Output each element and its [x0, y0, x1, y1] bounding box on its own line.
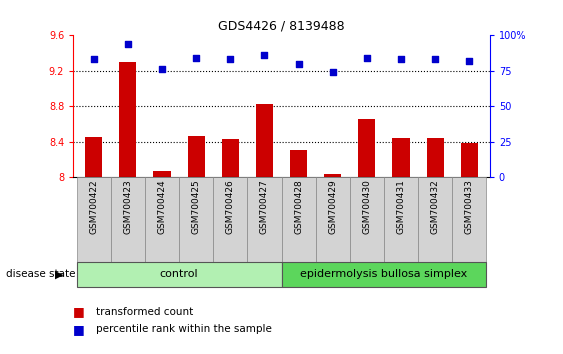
Bar	[350, 177, 384, 262]
Bar	[290, 149, 307, 177]
Bar	[452, 177, 486, 262]
Point	[226, 57, 235, 62]
Text: GSM700432: GSM700432	[431, 179, 440, 234]
Text: GSM700425: GSM700425	[191, 179, 200, 234]
Bar	[85, 137, 102, 177]
Bar	[154, 171, 171, 177]
Bar	[358, 119, 376, 177]
Point	[431, 57, 440, 62]
Point	[465, 58, 474, 64]
Bar	[282, 177, 316, 262]
Bar	[145, 177, 179, 262]
Bar	[256, 104, 273, 177]
Bar	[384, 177, 418, 262]
Point	[158, 67, 167, 72]
Text: percentile rank within the sample: percentile rank within the sample	[96, 324, 271, 334]
Point	[363, 55, 372, 61]
Bar	[213, 177, 247, 262]
Point	[123, 41, 132, 47]
Text: GSM700429: GSM700429	[328, 179, 337, 234]
Bar	[111, 177, 145, 262]
Text: control: control	[160, 269, 198, 279]
Bar	[247, 177, 282, 262]
Text: ■: ■	[73, 305, 89, 318]
Point	[396, 57, 405, 62]
Bar	[461, 143, 478, 177]
Text: ▶: ▶	[55, 269, 64, 279]
Point	[260, 52, 269, 58]
Text: disease state: disease state	[6, 269, 75, 279]
Text: ■: ■	[73, 323, 89, 336]
Text: GSM700422: GSM700422	[89, 179, 98, 234]
Text: GSM700423: GSM700423	[123, 179, 132, 234]
Bar	[179, 177, 213, 262]
Text: epidermolysis bullosa simplex: epidermolysis bullosa simplex	[300, 269, 468, 279]
Bar	[77, 177, 111, 262]
Text: GSM700433: GSM700433	[465, 179, 474, 234]
Bar	[324, 175, 341, 177]
Text: GSM700427: GSM700427	[260, 179, 269, 234]
Point	[89, 57, 98, 62]
Text: GSM700431: GSM700431	[396, 179, 405, 234]
Point	[328, 69, 337, 75]
Bar	[316, 177, 350, 262]
Bar	[77, 262, 282, 287]
Point	[294, 61, 303, 67]
Text: GSM700424: GSM700424	[158, 179, 167, 234]
Bar	[392, 138, 409, 177]
Text: GSM700426: GSM700426	[226, 179, 235, 234]
Bar	[427, 138, 444, 177]
Bar	[222, 139, 239, 177]
Bar	[282, 262, 486, 287]
Title: GDS4426 / 8139488: GDS4426 / 8139488	[218, 20, 345, 33]
Text: GSM700430: GSM700430	[363, 179, 372, 234]
Text: transformed count: transformed count	[96, 307, 193, 316]
Text: GSM700428: GSM700428	[294, 179, 303, 234]
Bar	[418, 177, 452, 262]
Bar	[187, 136, 205, 177]
Bar	[119, 62, 136, 177]
Point	[191, 55, 200, 61]
